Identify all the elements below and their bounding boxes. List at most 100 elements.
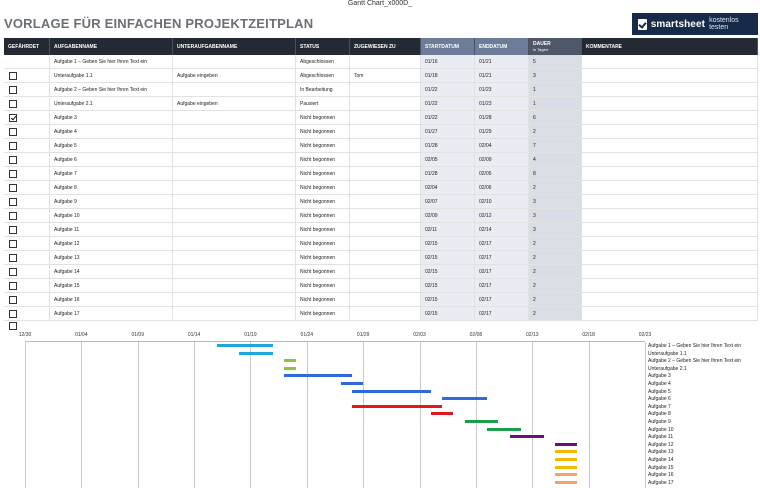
comment-cell[interactable] — [582, 223, 758, 236]
at-risk-cell[interactable] — [4, 181, 50, 194]
duration-cell[interactable]: 1 — [529, 83, 582, 96]
comment-cell[interactable] — [582, 69, 758, 82]
comment-cell[interactable] — [582, 55, 758, 68]
assigned-to-cell[interactable] — [350, 55, 421, 68]
duration-cell[interactable]: 2 — [529, 251, 582, 264]
start-date-cell[interactable]: 01/22 — [421, 83, 475, 96]
subtask-name-cell[interactable]: Aufgabe eingeben — [173, 97, 296, 110]
assigned-to-cell[interactable] — [350, 209, 421, 222]
end-date-cell[interactable]: 01/28 — [475, 111, 529, 124]
at-risk-cell[interactable] — [4, 55, 50, 68]
duration-cell[interactable]: 6 — [529, 111, 582, 124]
subtask-name-cell[interactable] — [173, 279, 296, 292]
at-risk-checkbox[interactable] — [9, 71, 17, 80]
comment-cell[interactable] — [582, 125, 758, 138]
task-name-cell[interactable]: Aufgabe 7 — [50, 167, 173, 180]
at-risk-cell[interactable] — [4, 279, 50, 292]
status-cell[interactable]: Nicht begonnen — [296, 153, 350, 166]
duration-cell[interactable]: 2 — [529, 279, 582, 292]
at-risk-cell[interactable] — [4, 97, 50, 110]
status-cell[interactable]: Nicht begonnen — [296, 251, 350, 264]
end-date-cell[interactable]: 02/14 — [475, 223, 529, 236]
comment-cell[interactable] — [582, 153, 758, 166]
header-duration[interactable]: DAUER in Tagen — [529, 38, 582, 55]
at-risk-checkbox[interactable] — [9, 239, 17, 248]
subtask-name-cell[interactable] — [173, 223, 296, 236]
assigned-to-cell[interactable] — [350, 111, 421, 124]
end-date-cell[interactable]: 02/10 — [475, 195, 529, 208]
task-name-cell[interactable]: Unteraufgabe 2.1 — [50, 97, 173, 110]
start-date-cell[interactable]: 01/28 — [421, 139, 475, 152]
status-cell[interactable]: Nicht begonnen — [296, 237, 350, 250]
at-risk-cell[interactable] — [4, 69, 50, 82]
assigned-to-cell[interactable] — [350, 181, 421, 194]
assigned-to-cell[interactable] — [350, 223, 421, 236]
end-date-cell[interactable]: 02/17 — [475, 237, 529, 250]
end-date-cell[interactable]: 02/06 — [475, 181, 529, 194]
start-date-cell[interactable]: 02/15 — [421, 293, 475, 306]
start-date-cell[interactable]: 01/22 — [421, 97, 475, 110]
status-cell[interactable]: Nicht begonnen — [296, 125, 350, 138]
subtask-name-cell[interactable] — [173, 209, 296, 222]
end-date-cell[interactable]: 01/23 — [475, 83, 529, 96]
subtask-name-cell[interactable] — [173, 251, 296, 264]
start-date-cell[interactable]: 02/04 — [421, 181, 475, 194]
end-date-cell[interactable]: 02/12 — [475, 209, 529, 222]
assigned-to-cell[interactable] — [350, 139, 421, 152]
header-end-date[interactable]: ENDDATUM — [475, 38, 529, 55]
status-cell[interactable]: Pausiert — [296, 97, 350, 110]
subtask-name-cell[interactable] — [173, 83, 296, 96]
end-date-cell[interactable]: 01/29 — [475, 125, 529, 138]
at-risk-checkbox[interactable] — [9, 281, 17, 290]
at-risk-checkbox[interactable] — [9, 113, 17, 122]
end-date-cell[interactable]: 02/17 — [475, 279, 529, 292]
at-risk-cell[interactable] — [4, 293, 50, 306]
end-date-cell[interactable]: 01/21 — [475, 69, 529, 82]
end-date-cell[interactable]: 01/21 — [475, 55, 529, 68]
at-risk-checkbox[interactable] — [9, 169, 17, 178]
duration-cell[interactable]: 3 — [529, 195, 582, 208]
comment-cell[interactable] — [582, 167, 758, 180]
comment-cell[interactable] — [582, 195, 758, 208]
comment-cell[interactable] — [582, 293, 758, 306]
status-cell[interactable]: Nicht begonnen — [296, 307, 350, 320]
assigned-to-cell[interactable] — [350, 83, 421, 96]
duration-cell[interactable]: 4 — [529, 153, 582, 166]
at-risk-checkbox[interactable] — [9, 253, 17, 262]
header-comments[interactable]: KOMMENTARE — [582, 38, 758, 55]
duration-cell[interactable]: 2 — [529, 293, 582, 306]
at-risk-checkbox[interactable] — [9, 183, 17, 192]
at-risk-checkbox[interactable] — [9, 99, 17, 108]
start-date-cell[interactable]: 02/09 — [421, 209, 475, 222]
duration-cell[interactable]: 2 — [529, 237, 582, 250]
start-date-cell[interactable]: 02/11 — [421, 223, 475, 236]
duration-cell[interactable]: 2 — [529, 307, 582, 320]
comment-cell[interactable] — [582, 181, 758, 194]
at-risk-cell[interactable] — [4, 167, 50, 180]
assigned-to-cell[interactable] — [350, 237, 421, 250]
header-subtask-name[interactable]: UNTERAUFGABENNAME — [173, 38, 296, 55]
at-risk-cell[interactable] — [4, 209, 50, 222]
at-risk-checkbox[interactable] — [9, 225, 17, 234]
task-name-cell[interactable]: Aufgabe 13 — [50, 251, 173, 264]
task-name-cell[interactable]: Aufgabe 1 – Geben Sie hier Ihren Text ei… — [50, 55, 173, 68]
subtask-name-cell[interactable] — [173, 237, 296, 250]
task-name-cell[interactable]: Aufgabe 9 — [50, 195, 173, 208]
duration-cell[interactable]: 2 — [529, 125, 582, 138]
start-date-cell[interactable]: 01/16 — [421, 55, 475, 68]
status-cell[interactable]: Nicht begonnen — [296, 111, 350, 124]
assigned-to-cell[interactable] — [350, 307, 421, 320]
subtask-name-cell[interactable] — [173, 153, 296, 166]
at-risk-cell[interactable] — [4, 223, 50, 236]
at-risk-checkbox[interactable] — [9, 155, 17, 164]
task-name-cell[interactable]: Aufgabe 5 — [50, 139, 173, 152]
status-cell[interactable]: Nicht begonnen — [296, 209, 350, 222]
start-date-cell[interactable]: 02/15 — [421, 251, 475, 264]
start-date-cell[interactable]: 01/18 — [421, 69, 475, 82]
comment-cell[interactable] — [582, 97, 758, 110]
task-name-cell[interactable]: Unteraufgabe 1.1 — [50, 69, 173, 82]
status-cell[interactable]: Nicht begonnen — [296, 167, 350, 180]
start-date-cell[interactable]: 02/07 — [421, 195, 475, 208]
subtask-name-cell[interactable] — [173, 265, 296, 278]
start-date-cell[interactable]: 02/05 — [421, 153, 475, 166]
